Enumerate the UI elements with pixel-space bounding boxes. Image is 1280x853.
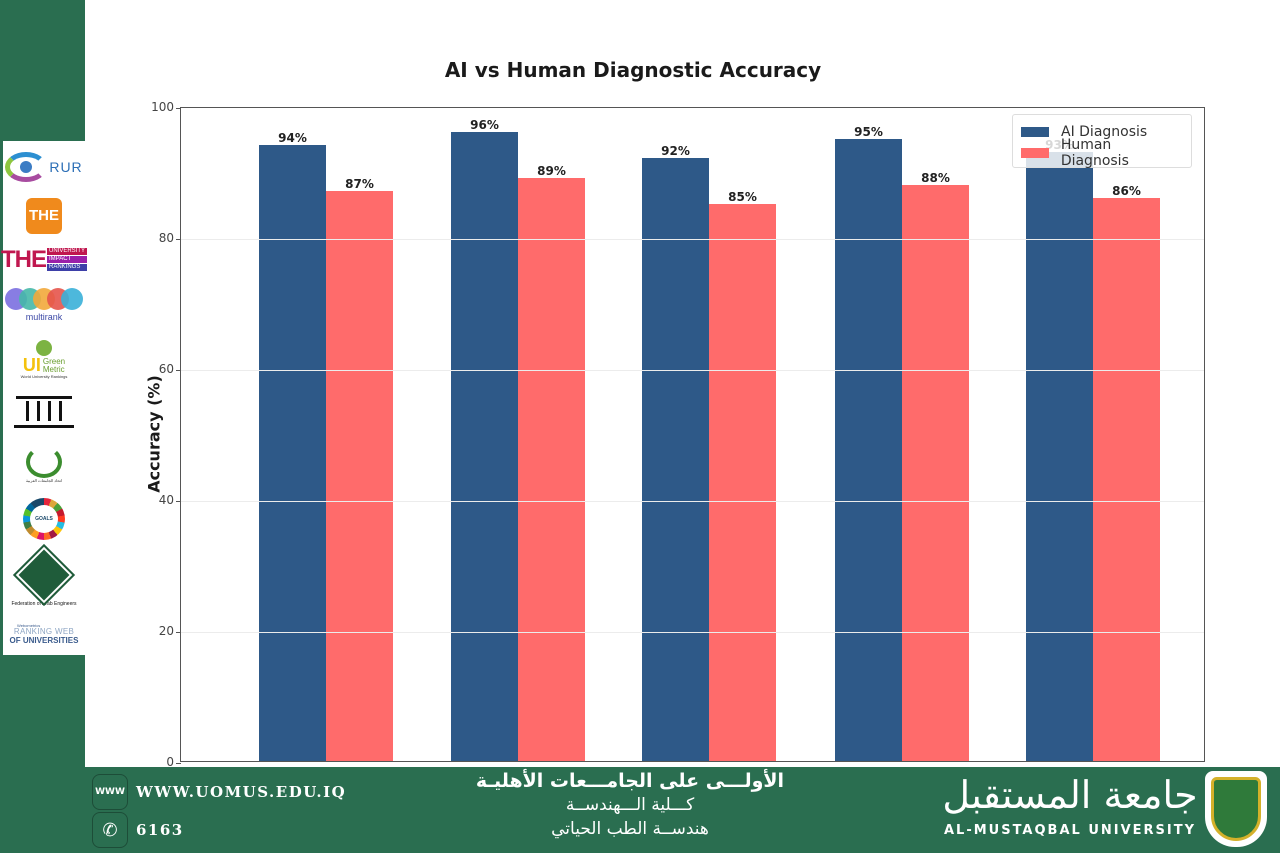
bar-value-label: 95% <box>854 124 883 139</box>
bar-value-label: 87% <box>345 177 374 192</box>
legend-swatch-ai <box>1021 126 1049 137</box>
legend-swatch-human <box>1021 147 1049 158</box>
brand-arabic-wordmark: جامعة المستقبل <box>942 773 1198 817</box>
y-tick-mark <box>176 501 181 502</box>
chart-legend: AI Diagnosis Human Diagnosis <box>1012 114 1192 169</box>
webometrics-logo: Webometrics RANKING WEB OF UNIVERSITIES <box>9 622 79 645</box>
plot-area: 94%96%92%95%93%87%89%85%88%86% AI Diagno… <box>176 107 1205 764</box>
y-tick-label: 100 <box>151 100 174 114</box>
bar-value-label: 96% <box>470 118 499 133</box>
human-bar-3 <box>709 204 776 761</box>
the-impact-rankings-logo: THE UNIVERSITY IMPACT RANKINGS <box>1 245 88 273</box>
y-tick-mark <box>176 108 181 109</box>
website-row: WWW WWW.UOMUS.EDU.IQ <box>92 774 346 810</box>
green-globe-icon <box>36 339 52 356</box>
legend-item-ai: AI Diagnosis <box>1021 121 1183 142</box>
rur-globe-icon <box>5 152 48 182</box>
y-tick-mark <box>176 370 181 371</box>
multirank-circles-icon <box>5 288 83 311</box>
footer: WWW WWW.UOMUS.EDU.IQ ✆ 6163 الأولـــى عل… <box>0 767 1280 853</box>
y-axis-label: Accuracy (%) <box>144 375 164 493</box>
phone-row: ✆ 6163 <box>92 812 184 848</box>
ai-bar-1 <box>259 145 326 761</box>
legend-item-human: Human Diagnosis <box>1021 137 1183 169</box>
gridline <box>181 239 1204 240</box>
bar-value-label: 88% <box>921 170 950 185</box>
caption-line-3: هندســة الطب الحياتي <box>551 819 709 839</box>
bar-value-label: 94% <box>278 131 307 146</box>
phone-number: 6163 <box>136 821 184 839</box>
human-bar-2 <box>518 178 585 761</box>
multirank-logo: multirank <box>5 284 83 326</box>
y-tick-label: 40 <box>158 493 174 507</box>
y-tick-label: 0 <box>166 755 174 769</box>
rur-logo: RUR <box>5 147 83 187</box>
university-crest-icon <box>1205 771 1267 847</box>
gridline <box>181 632 1204 633</box>
college-caption: الأولـــى على الجامـــعات الأهليـة كـــل… <box>430 769 830 841</box>
phone-icon: ✆ <box>92 812 128 848</box>
ui-greenmetric-logo: UI Green Metric World University Ranking… <box>5 336 83 382</box>
brand-latin-wordmark: AL-MUSTAQBAL UNIVERSITY <box>943 823 1197 838</box>
ai-bar-5 <box>1026 151 1093 761</box>
y-tick-label: 80 <box>158 231 174 245</box>
website-link[interactable]: WWW.UOMUS.EDU.IQ <box>136 783 347 801</box>
pillars-icon <box>5 392 83 432</box>
the-logo: THE <box>5 197 83 235</box>
caption-line-2: كـــلية الـــهندســة <box>565 795 695 815</box>
caption-line-1: الأولـــى على الجامـــعات الأهليـة <box>475 770 785 792</box>
y-tick-label: 20 <box>158 624 174 638</box>
star-emblem-icon <box>12 544 76 607</box>
ai-bar-3 <box>642 158 709 761</box>
human-bar-1 <box>326 191 393 761</box>
y-tick-mark <box>176 239 181 240</box>
federation-arab-engineers-logo: Federation of Arab Engineers <box>5 544 83 611</box>
human-bar-5 <box>1093 197 1160 761</box>
bar-value-label: 86% <box>1112 183 1141 198</box>
arab-universities-logo: اتحاد الجامعات العربية <box>5 442 83 488</box>
y-tick-mark <box>176 632 181 633</box>
y-tick-label: 60 <box>158 362 174 376</box>
ranking-logos-strip: RUR THE THE UNIVERSITY IMPACT RANKINGS m… <box>1 141 88 655</box>
human-bar-4 <box>902 184 969 761</box>
sdg-logo: GOALS <box>5 497 83 541</box>
wreath-icon <box>26 446 62 479</box>
y-tick-mark <box>176 763 181 764</box>
sdg-wheel-icon: GOALS <box>23 498 65 541</box>
gridline <box>181 501 1204 502</box>
ai-bar-2 <box>451 132 518 761</box>
bar-value-label: 92% <box>661 144 690 159</box>
globe-www-icon: WWW <box>92 774 128 810</box>
bar-value-label: 85% <box>728 190 757 205</box>
ai-bar-4 <box>835 138 902 761</box>
university-brand: جامعة المستقبل AL-MUSTAQBAL UNIVERSITY <box>940 767 1200 853</box>
bar-value-label: 89% <box>537 164 566 179</box>
gridline <box>181 370 1204 371</box>
chart-title: AI vs Human Diagnostic Accuracy <box>444 58 822 82</box>
